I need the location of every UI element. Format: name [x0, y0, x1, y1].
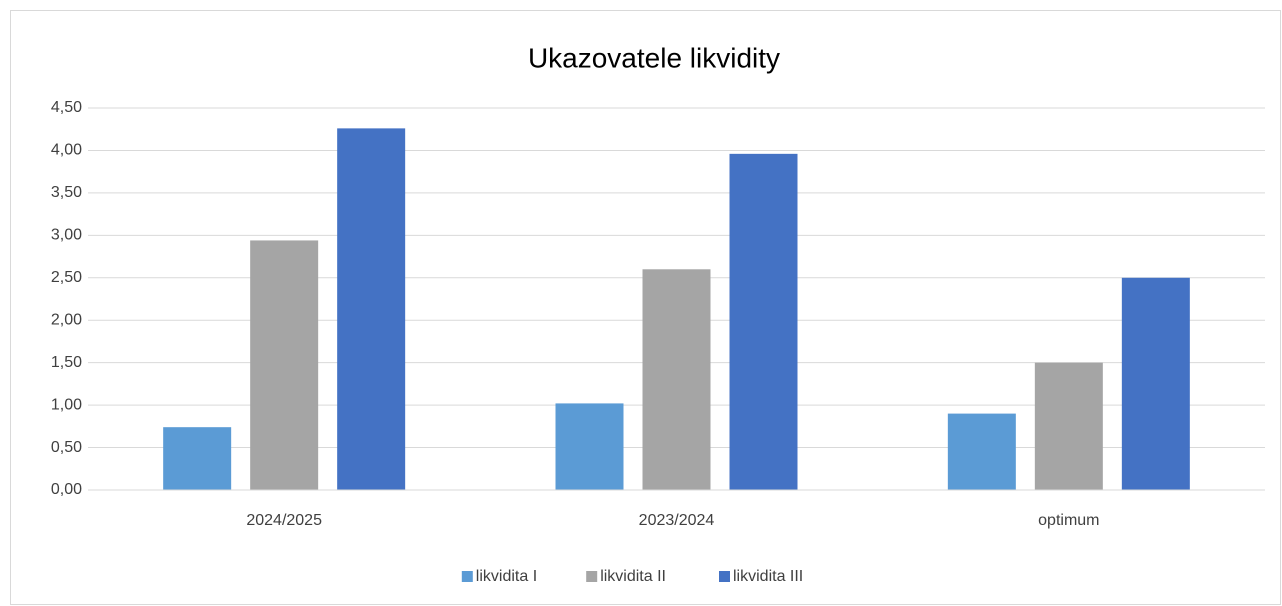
bar: [729, 153, 798, 490]
legend-swatch: [586, 571, 598, 582]
bar: [555, 403, 624, 490]
y-tick-label: 3,00: [51, 227, 82, 244]
y-tick-label: 2,50: [51, 269, 82, 286]
x-tick-label: 2023/2024: [639, 512, 715, 529]
y-tick-label: 3,50: [51, 184, 82, 201]
x-tick-label: 2024/2025: [246, 512, 322, 529]
bar: [163, 427, 232, 490]
y-tick-label: 4,50: [51, 99, 82, 116]
y-tick-label: 1,00: [51, 396, 82, 413]
bar: [947, 413, 1016, 490]
legend-label: likvidita III: [733, 568, 803, 585]
y-tick-label: 2,00: [51, 311, 82, 328]
bar: [642, 269, 711, 490]
y-tick-label: 4,00: [51, 142, 82, 159]
legend-label: likvidita I: [476, 568, 537, 585]
y-tick-label: 0,00: [51, 481, 82, 498]
legend-swatch: [461, 571, 473, 582]
x-tick-label: optimum: [1038, 512, 1099, 529]
bar: [250, 240, 319, 490]
legend-swatch: [719, 571, 730, 582]
legend-label: likvidita II: [600, 568, 666, 585]
y-tick-label: 1,50: [51, 354, 82, 371]
y-tick-label: 0,50: [51, 439, 82, 456]
bar: [1034, 362, 1103, 490]
bar: [337, 128, 406, 490]
chart-title: Ukazovatele likvidity: [528, 42, 780, 73]
bar: [1121, 277, 1190, 490]
